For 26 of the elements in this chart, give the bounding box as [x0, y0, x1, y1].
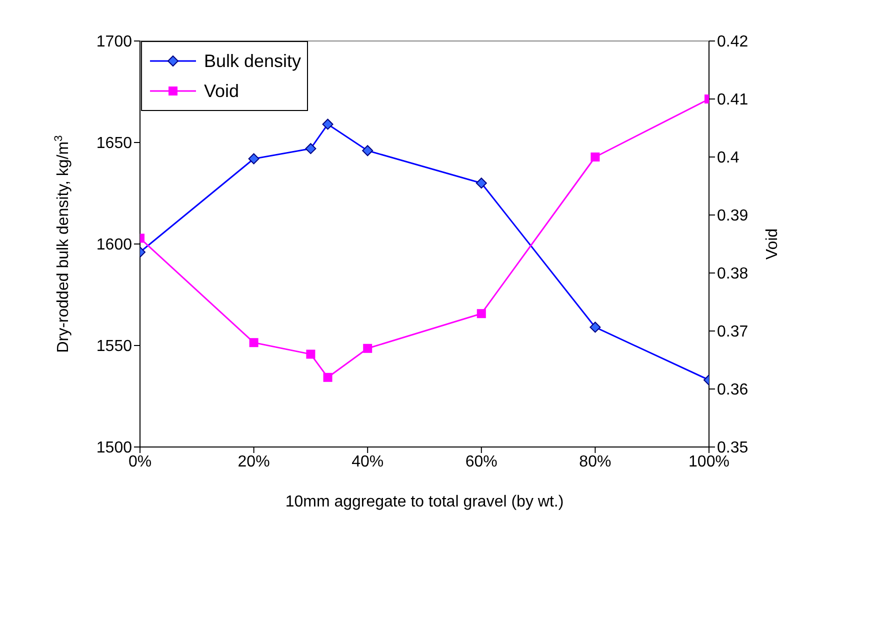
x-tick-label: 40% — [352, 453, 384, 470]
y2-tick-label: 0.37 — [717, 324, 748, 341]
y2-tick-label: 0.4 — [717, 150, 740, 167]
point — [590, 152, 600, 162]
x-tick-label: 100% — [688, 453, 730, 470]
legend-label: Void — [204, 80, 240, 102]
y-tick-label: 1650 — [96, 135, 132, 152]
point — [306, 350, 316, 359]
point — [363, 344, 372, 353]
point — [249, 338, 258, 348]
x-tick-label: 60% — [465, 453, 498, 470]
y-tick-label: 1700 — [96, 34, 132, 51]
x-tick-label: 80% — [579, 453, 612, 470]
x-tick-label: 20% — [238, 453, 270, 470]
point — [323, 372, 332, 382]
y-tick-label: 1550 — [96, 338, 132, 356]
point — [476, 309, 486, 318]
y2-tick-label: 0.41 — [717, 92, 748, 109]
y2-tick-label: 0.42 — [717, 34, 748, 51]
y-tick-label: 1600 — [96, 236, 132, 254]
legend-label: Bulk density — [204, 50, 302, 72]
y2-tick-label: 0.38 — [717, 266, 748, 283]
y2-tick-label: 0.39 — [717, 208, 748, 225]
x-axis-title: 10mm aggregate to total gravel (by wt.) — [285, 493, 564, 510]
y2-tick-label: 0.36 — [717, 382, 748, 399]
y2-axis-title: Void — [764, 228, 781, 260]
